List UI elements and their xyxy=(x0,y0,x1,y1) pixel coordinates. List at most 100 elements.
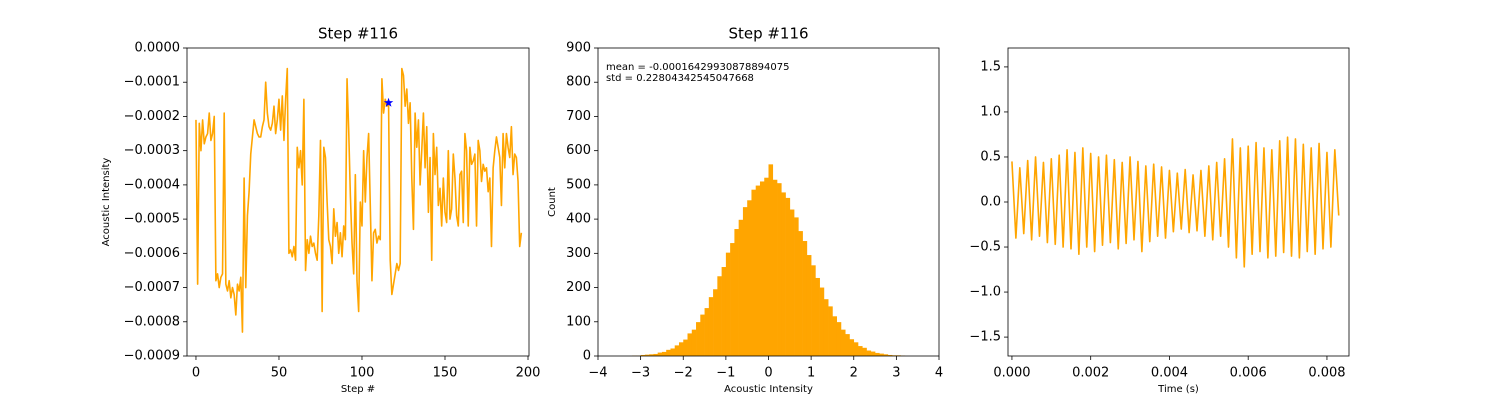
hist-bar xyxy=(777,183,782,356)
hist-bar xyxy=(644,354,650,356)
hist-bar xyxy=(832,316,837,356)
x-tick-label: 0.008 xyxy=(1308,366,1345,381)
y-tick-label: 500 xyxy=(566,177,591,192)
hist-bar xyxy=(678,342,684,356)
y-tick-label: 0.5 xyxy=(980,149,1001,164)
y-tick-label: 0 xyxy=(583,349,591,364)
hist-bar xyxy=(696,322,701,356)
hist-bar xyxy=(794,217,799,356)
axes-frame xyxy=(186,47,530,357)
hist-bar xyxy=(862,347,867,356)
y-axis-label: Acoustic Intensity xyxy=(101,158,112,247)
hist-bar xyxy=(806,255,812,356)
data-line xyxy=(195,67,523,333)
y-tick-label: −0.0006 xyxy=(124,246,180,261)
hist-bar xyxy=(845,334,850,356)
x-tick-label: 200 xyxy=(516,366,541,381)
hist-bar xyxy=(849,339,855,356)
y-tick-label: −0.0001 xyxy=(124,75,180,90)
y-tick-label: 0.0000 xyxy=(135,41,181,56)
hist-bar xyxy=(691,329,697,356)
y-tick-label: 900 xyxy=(566,41,591,56)
y-tick-label: 200 xyxy=(566,280,591,295)
hist-bar xyxy=(823,299,829,356)
y-tick-label: −1.0 xyxy=(969,285,1001,300)
y-tick-label: −0.5 xyxy=(969,240,1001,255)
x-tick-label: 0.006 xyxy=(1230,366,1267,381)
x-tick-label: 1 xyxy=(807,366,815,381)
hist-bar xyxy=(738,219,744,356)
y-tick-label: 600 xyxy=(566,143,591,158)
data-line xyxy=(1011,136,1340,268)
x-tick-label: 0 xyxy=(192,366,200,381)
x-axis-label: Step # xyxy=(341,384,375,395)
hist-bar xyxy=(781,192,786,356)
x-axis-label: Time (s) xyxy=(1157,384,1199,395)
hist-bar xyxy=(751,189,757,356)
y-tick-label: 300 xyxy=(566,246,591,261)
hist-bar xyxy=(734,229,739,356)
y-axis-label: Count xyxy=(547,187,558,217)
x-tick-label: 0.002 xyxy=(1072,366,1109,381)
x-tick-label: −1 xyxy=(716,366,735,381)
x-tick-label: 0 xyxy=(764,366,772,381)
x-tick-label: −3 xyxy=(631,366,650,381)
y-tick-label: −0.0004 xyxy=(124,177,180,192)
y-tick-label: 800 xyxy=(566,75,591,90)
hist-bar xyxy=(866,350,872,356)
hist-bar xyxy=(666,349,671,356)
y-tick-label: −0.0008 xyxy=(124,314,180,329)
hist-bar xyxy=(768,164,774,356)
x-tick-label: 3 xyxy=(892,366,900,381)
hist-bar xyxy=(653,353,658,356)
hist-bar xyxy=(640,354,646,356)
hist-bar xyxy=(772,179,778,356)
y-tick-label: 1.0 xyxy=(980,104,1001,119)
hist-bar xyxy=(883,354,889,356)
hist-bar xyxy=(887,354,893,356)
hist-bar xyxy=(708,297,714,356)
hist-bar xyxy=(759,181,765,356)
x-tick-label: 150 xyxy=(433,366,458,381)
hist-bar xyxy=(798,231,803,356)
hist-bar xyxy=(811,265,816,356)
hist-bar xyxy=(747,200,752,356)
hist-bar xyxy=(657,352,663,356)
hist-bar xyxy=(836,322,842,356)
hist-bar xyxy=(717,276,722,356)
y-tick-label: 700 xyxy=(566,109,591,124)
hist-bar xyxy=(730,243,735,356)
hist-bar xyxy=(785,197,791,356)
hist-bar xyxy=(661,351,667,356)
hist-bar xyxy=(858,346,863,356)
hist-bar xyxy=(819,287,825,356)
y-tick-label: 0.0 xyxy=(980,195,1001,210)
x-tick-label: 2 xyxy=(850,366,858,381)
hist-bar xyxy=(764,177,769,356)
stat-annotation: mean = -0.00016429930878894075 xyxy=(606,62,790,73)
hist-bar xyxy=(704,308,710,356)
y-tick-label: −0.0002 xyxy=(124,109,180,124)
chart-title: Step #116 xyxy=(318,25,398,43)
hist-bar xyxy=(700,314,705,356)
y-tick-label: −0.0009 xyxy=(124,349,180,364)
hist-bar xyxy=(755,185,761,356)
hist-bar xyxy=(815,277,820,356)
y-tick-label: 1.5 xyxy=(980,59,1001,74)
x-tick-label: 50 xyxy=(271,366,288,381)
x-tick-label: 4 xyxy=(935,366,943,381)
y-tick-label: −0.0003 xyxy=(124,143,180,158)
hist-bar xyxy=(725,252,731,356)
x-tick-label: 0.004 xyxy=(1151,366,1188,381)
hist-bar xyxy=(670,348,676,356)
hist-bar xyxy=(802,241,808,356)
hist-bar xyxy=(649,354,654,356)
hist-bar xyxy=(870,351,876,356)
hist-bar xyxy=(683,339,688,356)
y-tick-label: 400 xyxy=(566,212,591,227)
x-tick-label: −2 xyxy=(674,366,693,381)
stat-annotation: std = 0.22804342545047668 xyxy=(606,73,754,84)
y-tick-label: 100 xyxy=(566,314,591,329)
y-tick-label: −1.5 xyxy=(969,330,1001,345)
